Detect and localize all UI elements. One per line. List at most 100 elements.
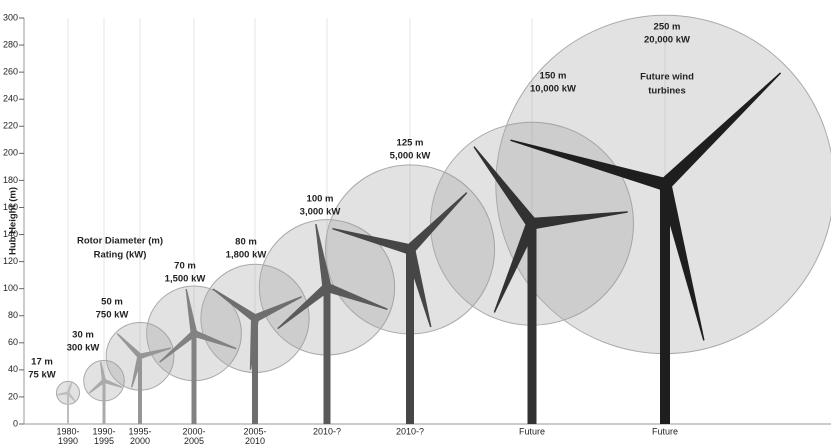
x-tick-label: 1990 bbox=[58, 436, 78, 446]
y-tick-label: 280 bbox=[3, 39, 18, 49]
rotor-diameter-label: 17 m bbox=[31, 357, 53, 368]
blade bbox=[88, 379, 106, 394]
blade bbox=[277, 283, 330, 330]
hub bbox=[66, 391, 70, 395]
blade bbox=[325, 282, 388, 310]
y-tick-label: 40 bbox=[8, 364, 18, 374]
blade bbox=[531, 211, 628, 230]
blade bbox=[103, 378, 123, 388]
x-tick-label: 2010-? bbox=[396, 426, 424, 436]
blade bbox=[658, 182, 705, 341]
y-tick-label: 80 bbox=[8, 310, 18, 320]
hub bbox=[251, 314, 259, 323]
blade bbox=[212, 288, 258, 322]
rotor-diameter-label: 100 m bbox=[307, 194, 334, 205]
blade bbox=[131, 355, 143, 388]
tower bbox=[138, 356, 142, 424]
y-tick-label: 200 bbox=[3, 148, 18, 158]
annotation: turbines bbox=[648, 86, 685, 97]
rating-label: 750 kW bbox=[96, 310, 129, 321]
labels: 17 m 75 kW 1980-1990 30 m 300 kW 1990-1995 50 … bbox=[28, 22, 694, 446]
x-tick-label: 2000 bbox=[130, 436, 150, 446]
x-tick-label: 2005 bbox=[184, 436, 204, 446]
rotor-diameter-label: 125 m bbox=[397, 138, 424, 149]
blade bbox=[332, 227, 412, 255]
rotor-diameter-label: 70 m bbox=[174, 261, 196, 272]
hub bbox=[405, 244, 415, 255]
tower bbox=[252, 318, 258, 424]
x-tick-label: 2005- bbox=[243, 426, 266, 436]
tower bbox=[191, 333, 197, 424]
y-axis-label: Hub Height (m) bbox=[8, 187, 19, 255]
blade bbox=[99, 361, 107, 382]
x-tick-label: 1990- bbox=[92, 426, 115, 436]
y-tick-label: 300 bbox=[3, 12, 18, 22]
rating-label: 5,000 kW bbox=[390, 151, 431, 162]
tower bbox=[323, 287, 331, 424]
blade bbox=[473, 146, 537, 228]
rotor-diameter-label: 30 m bbox=[72, 330, 94, 341]
rating-label: 3,000 kW bbox=[300, 207, 341, 218]
x-tick-label: 1995- bbox=[128, 426, 151, 436]
blade bbox=[249, 318, 259, 370]
rating-label: 1,500 kW bbox=[165, 274, 206, 285]
y-tick-label: 60 bbox=[8, 337, 18, 347]
blade bbox=[660, 72, 782, 190]
y-tick-label: 0 bbox=[13, 418, 18, 428]
legend-text: Rotor Diameter (m) bbox=[77, 236, 163, 247]
y-tick-label: 140 bbox=[3, 229, 18, 239]
rating-label: 300 kW bbox=[67, 343, 100, 354]
x-tick-label: 2000- bbox=[182, 426, 205, 436]
hub bbox=[659, 178, 671, 191]
blade bbox=[185, 288, 198, 334]
x-tick-label: Future bbox=[652, 426, 678, 436]
blade bbox=[510, 139, 667, 191]
rotor-diameter-label: 50 m bbox=[101, 297, 123, 308]
y-tick-label: 120 bbox=[3, 256, 18, 266]
blade bbox=[139, 347, 172, 359]
hub bbox=[102, 378, 106, 383]
y-tick-label: 100 bbox=[3, 283, 18, 293]
rating-label: 75 kW bbox=[28, 370, 55, 381]
blade bbox=[406, 192, 468, 254]
tower bbox=[660, 184, 670, 424]
rating-label: 20,000 kW bbox=[644, 35, 690, 46]
tower bbox=[102, 380, 106, 424]
blade bbox=[66, 382, 73, 394]
rotor-diameter-label: 150 m bbox=[540, 71, 567, 82]
y-tick-label: 260 bbox=[3, 67, 18, 77]
y-tick-label: 240 bbox=[3, 94, 18, 104]
x-tick-label: 1980- bbox=[56, 426, 79, 436]
annotation: Future wind bbox=[640, 72, 694, 83]
legend-text: Rating (kW) bbox=[94, 250, 147, 261]
blade bbox=[404, 248, 432, 328]
tower bbox=[406, 249, 414, 424]
y-tick-label: 180 bbox=[3, 175, 18, 185]
rotor-diameter-label: 80 m bbox=[235, 237, 257, 248]
rotor-diameter-label: 250 m bbox=[654, 22, 681, 33]
y-tick-label: 220 bbox=[3, 121, 18, 131]
rating-label: 10,000 kW bbox=[530, 84, 576, 95]
x-tick-label: 2010 bbox=[245, 436, 265, 446]
blade bbox=[57, 391, 69, 396]
blade bbox=[116, 333, 142, 359]
hub bbox=[190, 330, 198, 337]
blade bbox=[66, 391, 76, 402]
hub bbox=[322, 283, 332, 292]
x-tick-label: 1995 bbox=[94, 436, 114, 446]
turbines bbox=[57, 72, 782, 424]
blade bbox=[253, 296, 302, 323]
hub bbox=[137, 353, 143, 359]
y-tick-label: 20 bbox=[8, 391, 18, 401]
x-tick-label: Future bbox=[519, 426, 545, 436]
blade bbox=[493, 221, 538, 313]
blade bbox=[192, 330, 237, 350]
tower bbox=[67, 392, 69, 424]
blade bbox=[159, 330, 197, 363]
rating-label: 1,800 kW bbox=[226, 250, 267, 261]
blade bbox=[315, 223, 332, 289]
x-tick-label: 2010-? bbox=[313, 426, 341, 436]
tower bbox=[527, 223, 537, 424]
y-tick-label: 160 bbox=[3, 202, 18, 212]
